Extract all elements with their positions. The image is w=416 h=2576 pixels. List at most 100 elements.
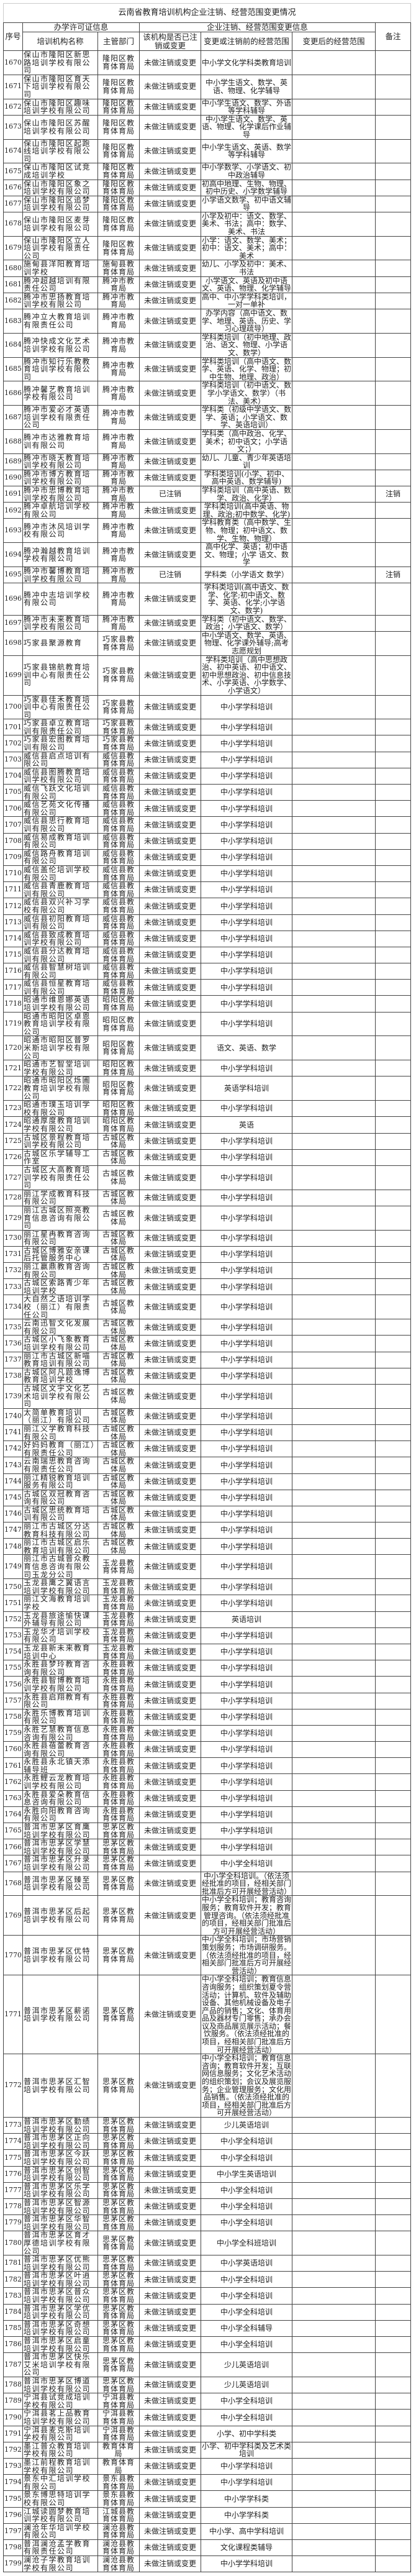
cell-note (374, 2352, 412, 2377)
cell-dept: 宁洱县教育体育局 (97, 2393, 140, 2410)
cell-after (292, 1708, 376, 1726)
cell-name: 威信县青鹿教育培训有限公司 (22, 881, 98, 899)
cell-status: 未做注销或变更 (139, 1538, 201, 1555)
cell-name: 玉龙华才培训学校有限公司 (22, 1627, 98, 1644)
cell-dept: 腾冲市教育局 (97, 486, 140, 503)
cell-before: 中小学学科培训 (201, 1440, 292, 1458)
cell-dept: 古城区教体局 (97, 1335, 140, 1352)
cell-after (292, 881, 376, 899)
table-row: 1674 保山市隆阳区起跑线培训学校有限公司 隆阳区教育体育局 未做注销或变更 中小学生… (3, 139, 412, 164)
cell-name: 普洱市思茅区正向培训学校有限公司 (22, 2133, 98, 2150)
cell-no: 1699 (3, 655, 23, 696)
cell-name: 景东中汇培训学校有限公司 (22, 2474, 98, 2492)
table-row: 1719 昭通市昭阳区卓恩教育培训学校有限公司 昭阳区教育体育局 未做注销或变更 中小学… (3, 1011, 412, 1037)
cell-note (374, 816, 412, 834)
table-row: 1744 丽江精锐教育培训服务有限公司 古城区教体局 未做注销或变更 中小学学科培训 (3, 1473, 412, 1490)
cell-before: 中小学学科培训 (201, 1724, 292, 1742)
cell-before: 少儿英语培训 (201, 2352, 292, 2377)
cell-name: 威信路舟教育培训有限公司 (22, 849, 98, 866)
cell-after (292, 429, 376, 454)
cell-before: 中小学全科培训 (201, 2133, 292, 2150)
table-row: 1734 大自然之语培训学校（丽江）有限责任公司 古城区教体局 未做注销或变更 中小学学… (3, 1295, 412, 1320)
cell-note (374, 195, 412, 212)
cell-note (374, 1060, 412, 1077)
cell-no: 1786 (3, 2336, 23, 2354)
cell-no: 1748 (3, 1538, 23, 1555)
cell-dept: 思茅区教育体育局 (97, 1935, 140, 1976)
cell-after (292, 1676, 376, 1693)
table-row: 1769 普洱市思茅区后起培训学校有限公司 思茅区教育体育局 未做注销或变更 中小学全科… (3, 1895, 412, 1936)
table-row: 1788 普洱市思茅区博道培训学校有限公司 思茅区教育体育局 未做注销或变更 少儿英语培… (3, 2376, 412, 2394)
cell-status: 未做注销或变更 (139, 2457, 201, 2475)
cell-before: 中小学英语培训 (201, 2255, 292, 2272)
cell-before: 中小学学科培训 (201, 694, 292, 720)
cell-before: 学科类培训（初中地理、政治、语文、物理、小学语文、数学） (201, 332, 292, 358)
cell-status: 已注销 (139, 486, 201, 503)
cell-name: 普洱市思茅区勤绩培训学校有限公司 (22, 2116, 98, 2134)
cell-note (374, 332, 412, 358)
cell-note (374, 179, 412, 196)
cell-status: 未做注销或变更 (139, 849, 201, 866)
cell-no: 1715 (3, 946, 23, 964)
cell-status: 未做注销或变更 (139, 1100, 201, 1117)
cell-status: 未做注销或变更 (139, 2231, 201, 2256)
table-row: 1729 丽江古城区照亮教育信息咨询有限公司 古城区教体局 未做注销或变更 中小学学科培… (3, 1205, 412, 1231)
cell-name: 永胜艺慧教育信息咨询有限公司 (22, 1724, 98, 1742)
cell-no: 1787 (3, 2352, 23, 2377)
cell-status: 未做注销或变更 (139, 1611, 201, 1628)
cell-before: 少儿英语培训 (201, 2376, 292, 2394)
cell-dept: 隆阳区教育体育局 (97, 98, 140, 116)
cell-note (374, 2116, 412, 2134)
cell-note (374, 1245, 412, 1263)
cell-no: 1673 (3, 114, 23, 140)
cell-note (374, 2556, 412, 2573)
cell-no: 1707 (3, 816, 23, 834)
cell-name: 昭通市璞玉培训学校有限公司 (22, 1100, 98, 1117)
cell-name: 丽江市古城普众教育信息咨询有限公司玉龙分公司 (22, 1554, 98, 1580)
cell-note (374, 2231, 412, 2256)
cell-dept: 威信县教育体育局 (97, 979, 140, 996)
cell-no: 1768 (3, 1871, 23, 1896)
table-row: 1796 江城读圆梦教育培训学校有限公司 江城县教育体育局 未做注销或变更 中小学学科类 (3, 2506, 412, 2524)
cell-after (292, 865, 376, 883)
cell-name: 古城区景程教育培训学校有限公司 (22, 1132, 98, 1150)
cell-before: 中小学学科培训 (201, 1132, 292, 1150)
cell-name: 丽江学成教育科技有限公司 (22, 1189, 98, 1206)
cell-status: 未做注销或变更 (139, 2523, 201, 2540)
table-row: 1722 昭通市昭阳区烁圃教育培训学校有限公司 昭阳区教育体育局 未做注销或变更 英语学… (3, 1076, 412, 1101)
table-row: 1689 腾冲市晓天教育培训学校有限公司 腾冲市教育局 未做注销或变更 幼儿、儿童、青少… (3, 453, 412, 470)
table-row: 1780 普洱市思茅区育才厚德培训学校有限公司 思茅区教育体育局 未做注销或变更 中小学… (3, 2231, 412, 2256)
cell-name: 腾冲市博方教育培训学校有限公司 (22, 469, 98, 487)
cell-after (292, 914, 376, 931)
cell-status: 未做注销或变更 (139, 1489, 201, 1506)
cell-name: 江城读圆梦教育培训学校有限公司 (22, 2506, 98, 2524)
cell-before: 文化课程类辅导 (201, 2539, 292, 2557)
cell-status: 未做注销或变更 (139, 1773, 201, 1791)
cell-note (374, 995, 412, 1013)
cell-after (292, 1790, 376, 1807)
table-row: 1737 丽江市古城区新喵教育培训有限公司 古城区教体局 未做注销或变更 中小学学科培训 (3, 1351, 412, 1368)
cell-no: 1794 (3, 2474, 23, 2492)
cell-after (292, 1383, 376, 1409)
cell-dept: 腾冲市教育局 (97, 566, 140, 584)
table-row: 1794 景东中汇培训学校有限公司 景东县教育体育局 未做注销或变更 中小学学科培训 (3, 2474, 412, 2492)
cell-status: 未做注销或变更 (139, 614, 201, 632)
cell-status: 未做注销或变更 (139, 800, 201, 817)
cell-no: 1729 (3, 1205, 23, 1231)
cell-dept: 永胜县教育体育局 (97, 1660, 140, 1677)
cell-note (374, 1757, 412, 1775)
cell-note (374, 1229, 412, 1247)
cell-name: 威信艺苑文化传播有限公司 (22, 800, 98, 817)
cell-dept: 古城区教体局 (97, 1278, 140, 1296)
cell-status: 未做注销或变更 (139, 2303, 201, 2321)
cell-before: 中小学全科培训 (201, 2287, 292, 2305)
table-row: 1723 昭通市璞玉培训学校有限公司 昭阳区教育体育局 未做注销或变更 中小学学科培训 (3, 1100, 412, 1117)
cell-dept: 腾冲市教育局 (97, 583, 140, 616)
cell-after (292, 1011, 376, 1037)
cell-note (374, 2336, 412, 2354)
cell-after (292, 1773, 376, 1791)
cell-no: 1737 (3, 1351, 23, 1368)
cell-after (292, 1132, 376, 1150)
cell-after (292, 2490, 376, 2508)
cell-before: 中小学学科培训 (201, 735, 292, 752)
